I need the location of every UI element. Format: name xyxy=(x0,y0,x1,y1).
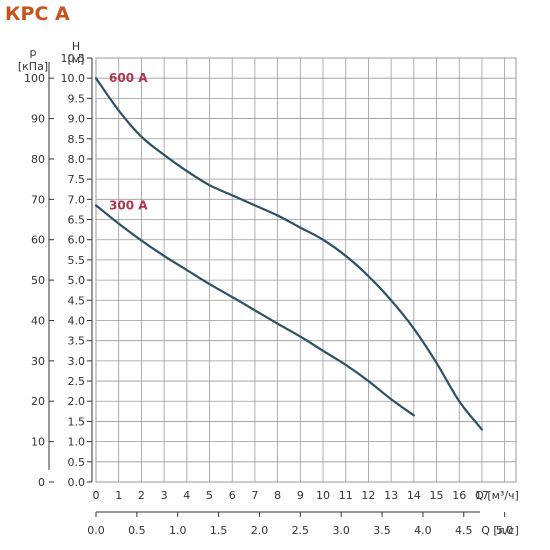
q-axis-title: Q [м³/ч] xyxy=(475,489,519,502)
h-axis-tick-label: 2.0 xyxy=(68,395,86,408)
q2-axis-tick-label: 1.0 xyxy=(169,524,187,537)
q2-axis-title: Q [л/с] xyxy=(481,524,519,537)
p-axis-tick-label: 30 xyxy=(31,355,45,368)
h-axis-tick-label: 7.0 xyxy=(68,193,86,206)
h-axis-tick-label: 9.0 xyxy=(68,113,86,126)
q-axis-tick-label: 10 xyxy=(316,489,330,502)
q-axis-tick-label: 2 xyxy=(138,489,145,502)
h-axis-tick-label: 6.5 xyxy=(68,214,86,227)
tick-labels: 0.0 0.5 1.0 1.5 2.0 2.5 3.0 3.5 4.0 4.5 5.0 5.5 6.0 6… xyxy=(18,40,519,537)
h-axis-tick-label: 1.0 xyxy=(68,436,86,449)
h-axis-tick-label: 0.0 xyxy=(68,476,86,489)
p-axis-tick-label: 50 xyxy=(31,274,45,287)
p-axis-tick-label: 60 xyxy=(31,234,45,247)
q-axis-tick-label: 14 xyxy=(407,489,421,502)
h-axis-tick-label: 4.5 xyxy=(68,294,86,307)
q2-axis-tick-label: 2.5 xyxy=(292,524,310,537)
h-axis-tick-label: 5.5 xyxy=(68,254,86,267)
h-axis-tick-label: 8.0 xyxy=(68,153,86,166)
q-axis-tick-label: 11 xyxy=(339,489,353,502)
q2-axis-tick-label: 0.0 xyxy=(87,524,105,537)
h-axis-title: H xyxy=(72,40,80,53)
h-axis-tick-label: 2.5 xyxy=(68,375,86,388)
p-axis-unit: [кПа] xyxy=(18,60,48,73)
h-axis-tick-label: 10.5 xyxy=(61,52,86,65)
q2-axis-tick-label: 2.0 xyxy=(251,524,269,537)
grid xyxy=(95,57,517,483)
q-axis-tick-label: 3 xyxy=(161,489,168,502)
q2-axis-tick-label: 4.5 xyxy=(455,524,473,537)
curve-label-600-a: 600 A xyxy=(109,71,148,85)
h-axis-tick-label: 9.5 xyxy=(68,92,86,105)
q2-axis-tick-label: 3.5 xyxy=(373,524,391,537)
q-axis-tick-label: 0 xyxy=(93,489,100,502)
p-axis-tick-label: 10 xyxy=(31,436,45,449)
q-axis-tick-label: 5 xyxy=(206,489,213,502)
q2-axis-tick-label: 3.0 xyxy=(332,524,350,537)
p-axis-tick-label: 80 xyxy=(31,153,45,166)
curve-label-300-a: 300 A xyxy=(109,198,148,212)
h-axis-tick-label: 5.0 xyxy=(68,274,86,287)
q-axis-tick-label: 8 xyxy=(274,489,281,502)
p-axis-tick-label: 0 xyxy=(38,476,45,489)
p-axis-tick-label: 100 xyxy=(24,72,45,85)
p-axis-tick-label: 70 xyxy=(31,193,45,206)
h-axis-tick-label: 7.5 xyxy=(68,173,86,186)
q-axis-tick-label: 9 xyxy=(297,489,304,502)
q-axis-tick-label: 13 xyxy=(384,489,398,502)
chart-title: КРС А xyxy=(5,3,70,25)
p-axis-title: p xyxy=(30,46,37,59)
q-axis-tick-label: 6 xyxy=(229,489,236,502)
q2-axis-tick-label: 1.5 xyxy=(210,524,228,537)
q2-axis-tick-label: 4.0 xyxy=(414,524,432,537)
q2-axis-tick-label: 0.5 xyxy=(128,524,146,537)
h-axis-tick-label: 3.5 xyxy=(68,335,86,348)
p-axis-tick-label: 40 xyxy=(31,314,45,327)
h-axis-tick-label: 0.5 xyxy=(68,456,86,469)
h-axis-tick-label: 8.5 xyxy=(68,133,86,146)
q2-axis-tick-label: 5.0 xyxy=(496,524,514,537)
h-axis-tick-label: 6.0 xyxy=(68,234,86,247)
curve-300-a xyxy=(94,204,415,417)
h-axis-tick-label: 10.0 xyxy=(61,72,86,85)
curve-600-a xyxy=(94,77,483,431)
plot-frame xyxy=(95,57,517,483)
p-axis-tick-label: 90 xyxy=(31,113,45,126)
q-axis-tick-label: 16 xyxy=(452,489,466,502)
axes xyxy=(48,57,506,517)
q-axis-tick-label: 1 xyxy=(115,489,122,502)
h-axis-tick-label: 4.0 xyxy=(68,314,86,327)
h-axis-tick-label: 1.5 xyxy=(68,415,86,428)
p-axis-tick-label: 20 xyxy=(31,395,45,408)
h-axis-tick-label: 3.0 xyxy=(68,355,86,368)
q-axis-tick-label: 12 xyxy=(361,489,375,502)
h-axis-unit: [м] xyxy=(68,53,85,66)
q-axis-tick-label: 15 xyxy=(430,489,444,502)
q-axis-tick-label: 4 xyxy=(183,489,190,502)
q-axis-tick-label: 7 xyxy=(251,489,258,502)
series: 600 A 300 A xyxy=(94,71,483,431)
q-axis-tick-label: 17 xyxy=(475,489,489,502)
